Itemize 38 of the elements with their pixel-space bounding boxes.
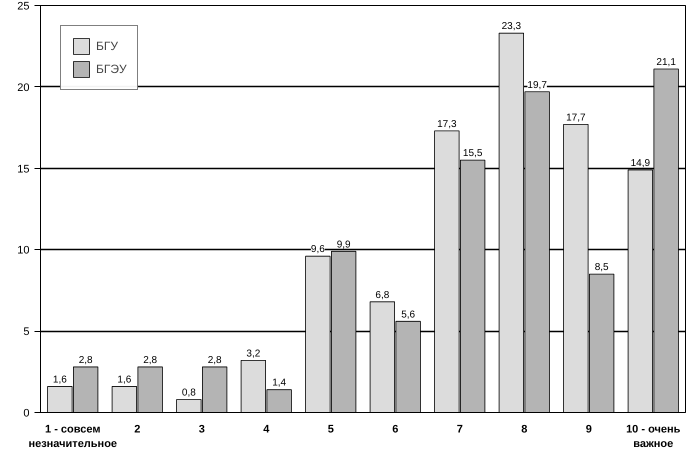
- legend-label: БГЭУ: [96, 62, 127, 76]
- x-tick-label: 8: [521, 424, 528, 436]
- data-label: 17,7: [566, 112, 586, 124]
- x-tick-label: 9: [586, 424, 592, 436]
- legend-label: БГУ: [96, 39, 118, 53]
- y-tick-label: 15: [17, 163, 30, 176]
- y-tick-label: 5: [23, 326, 30, 338]
- data-label: 3,2: [246, 348, 261, 360]
- data-label: 1,6: [52, 374, 68, 386]
- x-tick-label: 3: [198, 424, 205, 436]
- y-tick-label: 25: [17, 0, 30, 12]
- x-tick-label: 5: [328, 424, 334, 436]
- data-label: 1,6: [117, 374, 132, 386]
- x-tick-label: 10 - очень важное: [626, 424, 681, 450]
- data-label: 14,9: [630, 158, 651, 169]
- data-label: 6,8: [375, 290, 390, 301]
- data-label: 2,8: [78, 354, 94, 366]
- data-label: 1,4: [272, 378, 287, 389]
- data-label: 9,6: [310, 244, 326, 256]
- x-tick-label: 6: [392, 424, 398, 436]
- y-tick-label: 20: [17, 82, 30, 94]
- y-tick-label: 10: [17, 244, 30, 257]
- data-label: 9,9: [336, 239, 352, 250]
- data-label: 23,3: [502, 21, 522, 32]
- x-tick-label: 4: [263, 424, 270, 436]
- data-label: 19,7: [527, 80, 548, 91]
- data-label: 2,8: [208, 354, 222, 366]
- data-label: 17,3: [437, 118, 458, 130]
- data-label: 0,8: [182, 387, 196, 398]
- data-label: 15,5: [462, 148, 483, 160]
- data-label: 2,8: [143, 354, 158, 366]
- x-tick-label: 7: [456, 424, 463, 436]
- data-label: 5,6: [401, 309, 416, 320]
- x-tick-label: 2: [134, 424, 140, 436]
- data-label: 8,5: [594, 262, 610, 274]
- data-label: 21,1: [656, 56, 676, 68]
- y-tick-label: 0: [23, 408, 30, 420]
- x-tick-label: 1 - совсем незначительное: [28, 424, 118, 450]
